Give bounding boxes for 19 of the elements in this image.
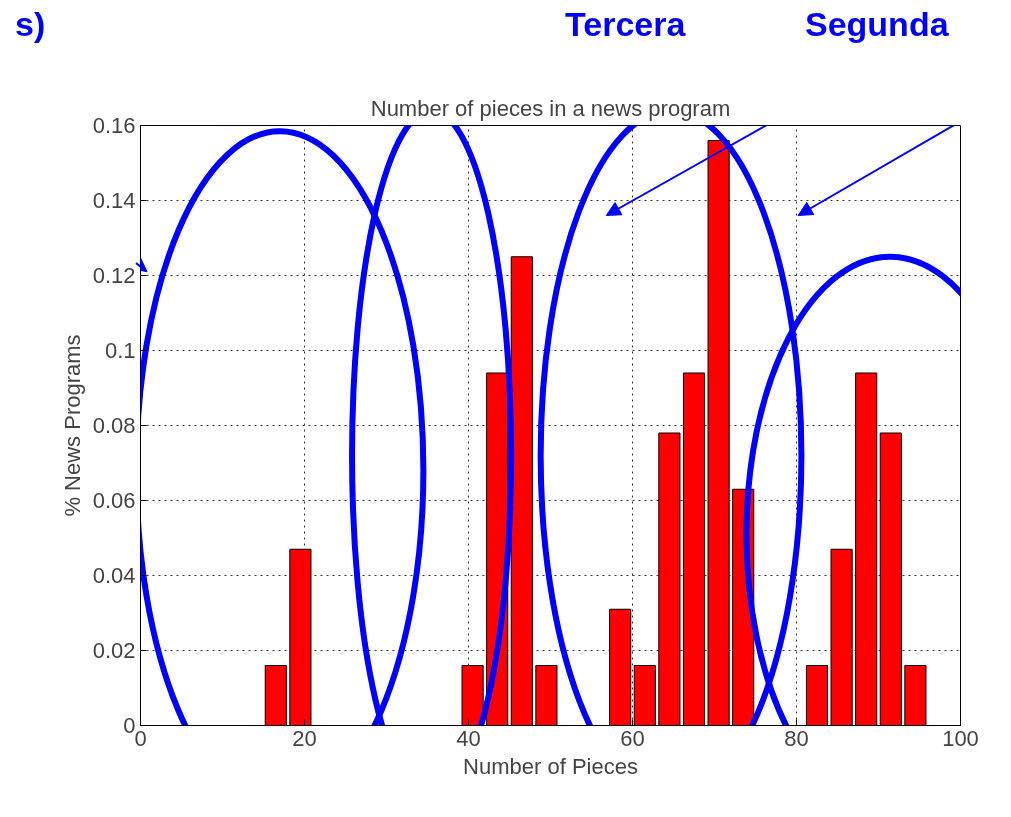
x-tick-label: 20: [292, 725, 317, 751]
y-tick-label: 0.04: [92, 563, 136, 588]
x-tick-label: 60: [620, 725, 645, 751]
x-tick-label: 40: [456, 725, 481, 751]
y-tick-label: 0.02: [92, 638, 136, 663]
y-axis-title: % News Programs: [59, 334, 85, 517]
y-tick-label: 0.16: [92, 113, 136, 138]
y-tick-label: 0.1: [104, 338, 136, 363]
x-tick-label: 100: [942, 725, 979, 751]
y-tick-label: 0.12: [92, 263, 136, 288]
x-axis-title: Number of Pieces: [463, 753, 638, 779]
x-tick-label: 80: [784, 725, 809, 751]
y-tick-label: 0.06: [92, 488, 136, 513]
y-tick-label: 0.08: [92, 413, 136, 438]
y-tick-label: 0.14: [92, 188, 136, 213]
text: Tercera: [565, 5, 686, 44]
text: Segunda: [805, 5, 949, 44]
text: s): [15, 5, 46, 44]
chart-title: Number of pieces in a news program: [370, 95, 731, 121]
